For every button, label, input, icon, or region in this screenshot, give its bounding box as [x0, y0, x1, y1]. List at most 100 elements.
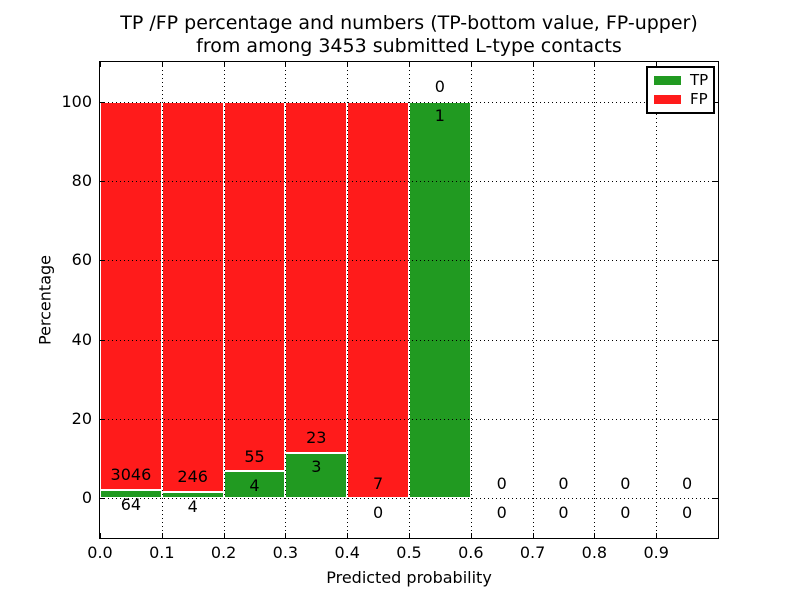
bar-fp-segment	[161, 101, 224, 492]
x-tick-label: 0.4	[334, 543, 360, 562]
bar-fp-segment	[223, 101, 286, 472]
fp-count-label: 0	[681, 473, 693, 493]
bar-tp-segment	[409, 101, 471, 499]
chart-title-line-1: TP /FP percentage and numbers (TP-bottom…	[120, 12, 698, 34]
legend-entry-tp: TP	[654, 70, 713, 89]
x-tick-top	[470, 62, 472, 67]
y-tick-left	[100, 260, 105, 262]
horizontal-gridline	[100, 339, 718, 341]
y-tick-left	[100, 339, 105, 341]
x-tick-top	[223, 62, 225, 67]
legend: TP FP	[646, 66, 715, 114]
x-tick-bottom	[223, 533, 225, 538]
horizontal-gridline	[100, 181, 718, 182]
horizontal-gridline	[100, 419, 718, 420]
y-tick-label: 0	[81, 488, 92, 508]
horizontal-gridline	[100, 101, 718, 103]
tp-count-label: 0	[372, 503, 384, 522]
legend-swatch-fp-icon	[654, 95, 681, 105]
tp-count-label: 0	[496, 503, 507, 522]
fp-count-label: 0	[558, 473, 569, 493]
fp-count-label: 3046	[110, 465, 152, 485]
y-tick-right	[713, 339, 718, 341]
x-tick-label: 0.8	[581, 543, 608, 562]
x-tick-label: 0.6	[458, 543, 484, 562]
y-tick-label: 40	[71, 329, 92, 349]
legend-label-fp: FP	[690, 90, 708, 109]
horizontal-gridline	[100, 260, 718, 262]
tp-count-label: 0	[620, 503, 631, 522]
y-tick-label: 20	[71, 409, 92, 428]
chart-title-line-2: from among 3453 submitted L-type contact…	[196, 35, 622, 57]
x-tick-label: 0.5	[396, 543, 422, 562]
tp-count-label: 3	[311, 457, 322, 477]
x-tick-top	[161, 62, 163, 67]
tp-count-label: 0	[681, 503, 693, 522]
tp-count-label: 4	[249, 476, 260, 496]
vertical-gridline	[409, 62, 410, 538]
y-tick-left	[100, 181, 105, 182]
x-tick-bottom	[532, 533, 534, 538]
vertical-gridline	[470, 62, 472, 538]
x-tick-label: 0.3	[272, 543, 299, 562]
fp-count-label: 0	[434, 76, 445, 96]
x-tick-bottom	[100, 533, 101, 538]
vertical-gridline	[161, 62, 163, 538]
y-tick-right	[713, 498, 718, 500]
vertical-gridline	[594, 62, 596, 538]
x-axis-title: Predicted probability	[326, 568, 492, 587]
x-tick-bottom	[161, 533, 163, 538]
y-tick-left	[100, 419, 105, 420]
x-tick-top	[594, 62, 596, 67]
fp-count-label: 0	[496, 473, 507, 493]
tp-count-label: 0	[558, 503, 569, 522]
y-tick-left	[100, 498, 105, 500]
bar-tp-segment	[100, 490, 162, 499]
y-tick-right	[713, 101, 718, 103]
plot-area: 3046 64 246 4 55 4 23 3 7 0 0 1 0 0 0 0 0 0 0 0 0.0 0.1 0.2 0.3…	[61, 62, 718, 562]
bar-fp-segment	[100, 101, 162, 491]
bar-fp-segment	[347, 101, 409, 499]
y-tick-right	[713, 419, 718, 420]
fp-count-label: 246	[177, 467, 208, 487]
x-tick-top	[532, 62, 534, 67]
x-tick-top	[656, 62, 658, 67]
y-tick-left	[100, 101, 105, 103]
x-tick-bottom	[347, 533, 349, 538]
vertical-gridline	[285, 62, 287, 538]
tp-count-label: 1	[434, 106, 445, 126]
fp-count-label: 0	[620, 473, 631, 493]
x-tick-bottom	[285, 533, 287, 538]
x-tick-bottom	[656, 533, 658, 538]
bar-fp-segment	[285, 101, 348, 453]
x-tick-top	[285, 62, 287, 67]
horizontal-gridline	[100, 498, 718, 500]
x-tick-bottom	[594, 533, 596, 538]
y-tick-right	[713, 260, 718, 262]
y-tick-label: 60	[71, 250, 92, 270]
vertical-gridline	[223, 62, 225, 538]
x-tick-label: 0.9	[643, 543, 669, 562]
x-tick-bottom	[409, 533, 410, 538]
x-tick-top	[409, 62, 410, 67]
fp-count-label: 55	[244, 446, 265, 466]
vertical-gridline	[656, 62, 658, 538]
fp-count-label: 23	[306, 427, 327, 447]
x-tick-label: 0.2	[210, 543, 237, 562]
x-tick-label: 0.7	[519, 543, 546, 562]
fp-count-label: 7	[372, 473, 384, 493]
vertical-gridline	[532, 62, 534, 538]
vertical-gridline	[347, 62, 349, 538]
y-tick-label: 100	[61, 91, 92, 111]
legend-swatch-tp-icon	[654, 75, 681, 85]
x-tick-top	[100, 62, 101, 67]
bar-tp-segment	[223, 471, 286, 499]
x-tick-top	[347, 62, 349, 67]
y-tick-label: 80	[71, 171, 92, 190]
y-tick-right	[713, 181, 718, 182]
tp-count-label: 4	[187, 496, 198, 516]
x-tick-label: 0.0	[87, 543, 113, 562]
legend-label-tp: TP	[690, 70, 709, 89]
tp-count-label: 64	[120, 494, 142, 514]
